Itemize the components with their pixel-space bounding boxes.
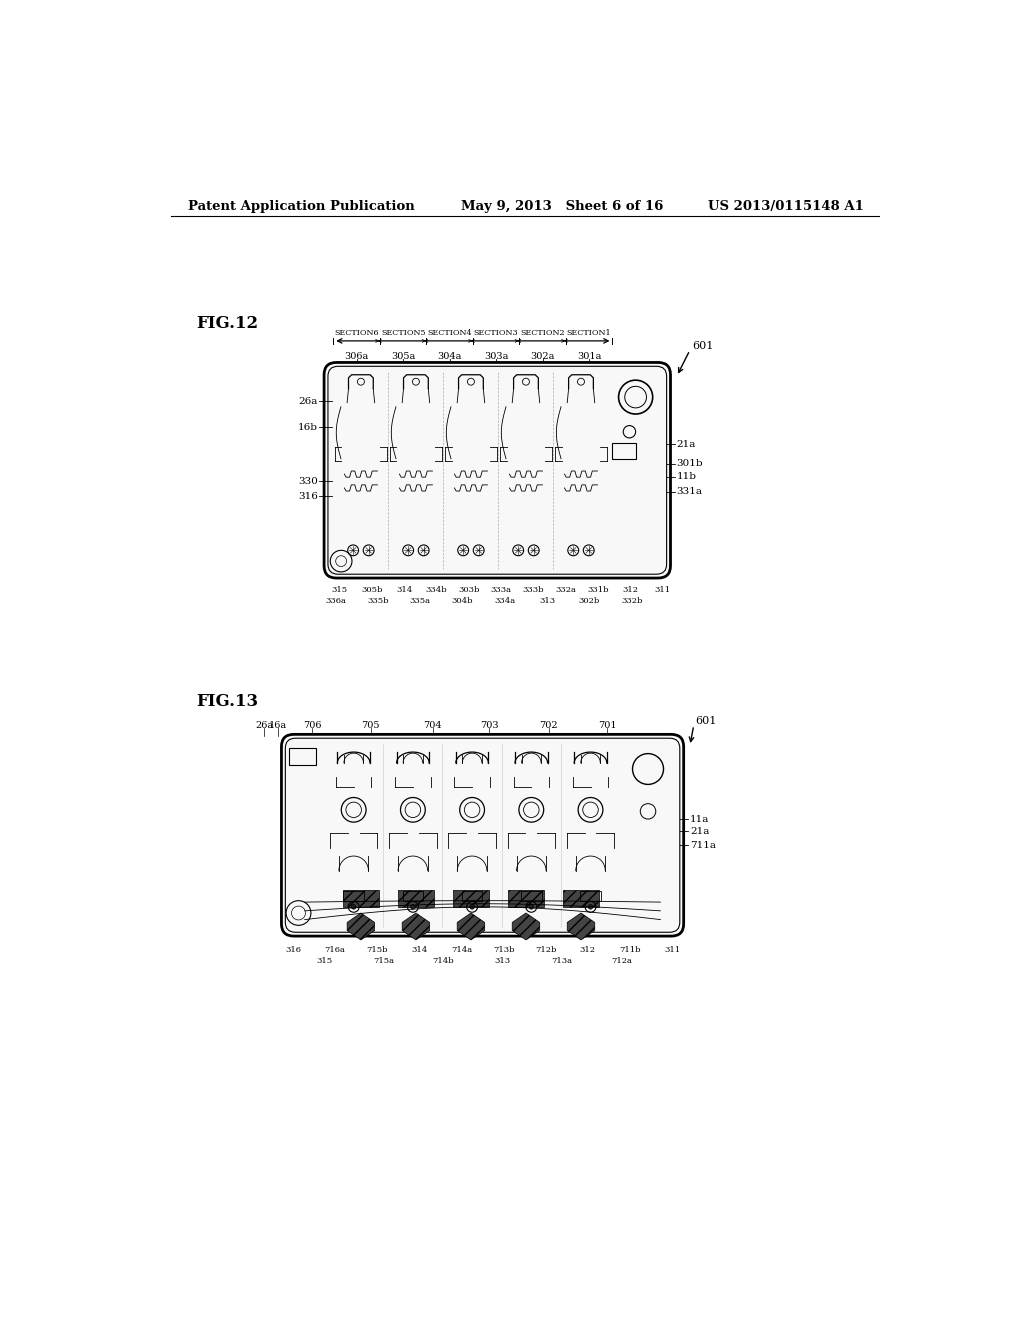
Text: 715b: 715b <box>367 946 388 954</box>
Text: 11a: 11a <box>690 814 710 824</box>
Polygon shape <box>512 913 540 940</box>
Bar <box>581 891 601 902</box>
Text: 701: 701 <box>598 721 616 730</box>
Bar <box>612 444 636 459</box>
FancyBboxPatch shape <box>282 734 684 936</box>
Text: 311: 311 <box>654 586 671 594</box>
Text: 704: 704 <box>423 721 442 730</box>
Text: 301b: 301b <box>677 459 703 469</box>
Text: 712b: 712b <box>535 946 556 954</box>
Text: 332b: 332b <box>622 597 642 605</box>
Text: 714a: 714a <box>451 946 472 954</box>
Text: 315: 315 <box>316 957 332 965</box>
Bar <box>289 748 316 766</box>
Text: 706: 706 <box>303 721 322 730</box>
Text: 703: 703 <box>480 721 499 730</box>
Text: US 2013/0115148 A1: US 2013/0115148 A1 <box>709 199 864 213</box>
Text: 715a: 715a <box>373 957 394 965</box>
Circle shape <box>470 904 474 909</box>
Bar <box>402 891 423 902</box>
Text: 302b: 302b <box>579 597 600 605</box>
Polygon shape <box>402 913 430 940</box>
Text: 711b: 711b <box>620 946 641 954</box>
Text: 315: 315 <box>332 586 347 594</box>
Polygon shape <box>567 913 595 940</box>
Text: 26a: 26a <box>255 721 273 730</box>
Polygon shape <box>343 890 379 907</box>
Circle shape <box>351 904 356 909</box>
Text: 304b: 304b <box>452 597 473 605</box>
Text: FIG.13: FIG.13 <box>197 693 258 710</box>
Text: 601: 601 <box>695 715 717 726</box>
Polygon shape <box>398 890 434 907</box>
Bar <box>343 891 365 902</box>
Text: May 9, 2013   Sheet 6 of 16: May 9, 2013 Sheet 6 of 16 <box>461 199 664 213</box>
Text: 712a: 712a <box>611 957 632 965</box>
Text: SECTION2: SECTION2 <box>520 329 565 337</box>
Bar <box>521 891 542 902</box>
Circle shape <box>411 904 415 909</box>
Polygon shape <box>563 890 599 907</box>
Text: SECTION5: SECTION5 <box>381 329 425 337</box>
Text: 333b: 333b <box>522 586 544 594</box>
Text: 713b: 713b <box>493 946 514 954</box>
Text: 332a: 332a <box>555 586 577 594</box>
Text: 335b: 335b <box>368 597 389 605</box>
Text: 702: 702 <box>540 721 558 730</box>
Text: 312: 312 <box>623 586 638 594</box>
Text: SECTION6: SECTION6 <box>334 329 379 337</box>
Text: 312: 312 <box>580 946 596 954</box>
Text: 303b: 303b <box>458 586 479 594</box>
Text: 305a: 305a <box>391 352 416 360</box>
Text: 334a: 334a <box>495 597 515 605</box>
Text: 314: 314 <box>412 946 428 954</box>
Text: SECTION1: SECTION1 <box>567 329 611 337</box>
Text: 314: 314 <box>396 586 413 594</box>
Text: SECTION4: SECTION4 <box>427 329 472 337</box>
Text: 331b: 331b <box>588 586 609 594</box>
Text: 331a: 331a <box>677 487 702 496</box>
Text: 304a: 304a <box>437 352 462 360</box>
Polygon shape <box>508 890 544 907</box>
Text: 714b: 714b <box>432 957 454 965</box>
Text: SECTION3: SECTION3 <box>474 329 518 337</box>
Text: 11b: 11b <box>677 473 696 482</box>
Text: 301a: 301a <box>577 352 601 360</box>
Text: 26a: 26a <box>299 397 317 405</box>
Text: 305b: 305b <box>361 586 383 594</box>
Polygon shape <box>453 890 488 907</box>
Text: 313: 313 <box>539 597 555 605</box>
Text: 313: 313 <box>495 957 511 965</box>
Circle shape <box>588 904 593 909</box>
Text: 716a: 716a <box>325 946 346 954</box>
Bar <box>462 891 482 902</box>
Text: 705: 705 <box>361 721 380 730</box>
Text: 311: 311 <box>664 946 680 954</box>
Text: 16b: 16b <box>298 422 317 432</box>
Text: 316: 316 <box>285 946 301 954</box>
Polygon shape <box>457 913 484 940</box>
Text: 334b: 334b <box>426 586 447 594</box>
Text: 330: 330 <box>298 477 317 486</box>
Text: 303a: 303a <box>484 352 508 360</box>
Text: 713a: 713a <box>552 957 572 965</box>
Text: 711a: 711a <box>690 841 716 850</box>
Text: Patent Application Publication: Patent Application Publication <box>188 199 415 213</box>
Text: FIG.12: FIG.12 <box>197 315 258 333</box>
Text: 306a: 306a <box>344 352 369 360</box>
Text: 21a: 21a <box>677 440 696 449</box>
Text: 335a: 335a <box>410 597 431 605</box>
Text: 316: 316 <box>298 491 317 500</box>
Text: 336a: 336a <box>326 597 346 605</box>
Text: 333a: 333a <box>490 586 512 594</box>
Text: 16a: 16a <box>268 721 287 730</box>
Text: 601: 601 <box>692 341 714 351</box>
Text: 21a: 21a <box>690 826 710 836</box>
Circle shape <box>529 904 534 909</box>
FancyBboxPatch shape <box>324 363 671 578</box>
Text: 302a: 302a <box>530 352 555 360</box>
Polygon shape <box>347 913 375 940</box>
